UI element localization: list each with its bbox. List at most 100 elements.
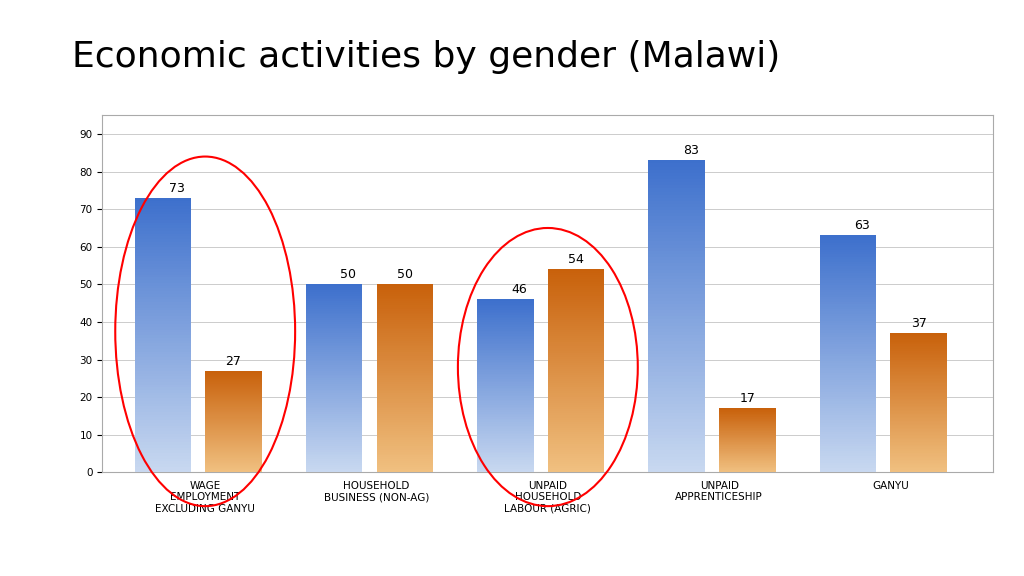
Bar [648,160,706,164]
Bar [477,332,534,334]
Bar [548,406,604,407]
Bar [820,439,877,442]
Bar [134,261,191,264]
Bar [891,435,947,436]
Bar [377,329,433,331]
Bar [306,433,362,435]
Bar [477,308,534,310]
Bar [891,412,947,414]
Bar [377,286,433,288]
Bar [134,253,191,256]
Bar [820,389,877,392]
Bar [377,320,433,322]
Bar [306,389,362,392]
Bar [205,386,262,387]
Bar [820,420,877,423]
Bar [719,414,776,415]
Bar [548,436,604,438]
Bar [648,373,706,376]
Bar [306,310,362,313]
Bar [477,312,534,313]
Bar [548,446,604,448]
Bar [205,422,262,423]
Bar [205,415,262,416]
Bar [820,470,877,472]
Text: 83: 83 [683,145,698,157]
Bar [891,443,947,445]
Bar [719,431,776,432]
Bar [548,346,604,348]
Bar [377,373,433,374]
Bar [648,238,706,241]
Bar [306,294,362,295]
Bar [548,383,604,385]
Bar [548,381,604,383]
Bar [377,328,433,329]
Bar [719,421,776,422]
Bar [820,271,877,274]
Bar [891,461,947,463]
Bar [134,297,191,300]
Bar [377,363,433,365]
Bar [548,351,604,353]
Bar [377,380,433,382]
Bar [377,468,433,471]
Bar [205,459,262,460]
Bar [306,329,362,331]
Bar [306,429,362,431]
Bar [548,369,604,371]
Bar [477,429,534,431]
Bar [377,448,433,450]
Bar [891,408,947,410]
Bar [377,300,433,301]
Bar [891,471,947,472]
Bar [477,400,534,401]
Bar [306,320,362,322]
Bar [377,461,433,463]
Bar [719,410,776,411]
Bar [820,335,877,338]
Bar [205,407,262,408]
Bar [377,392,433,393]
Bar [820,328,877,330]
Bar [377,433,433,435]
Bar [306,384,362,386]
Bar [820,363,877,366]
Bar [820,295,877,297]
Bar [648,291,706,294]
Bar [820,368,877,370]
Bar [205,461,262,462]
Bar [548,271,604,274]
Bar [820,285,877,287]
Bar [648,344,706,347]
Bar [548,419,604,422]
Bar [477,438,534,439]
Bar [648,257,706,260]
Bar [548,324,604,326]
Bar [306,437,362,438]
Bar [134,456,191,458]
Bar [377,350,433,352]
Bar [134,231,191,234]
Bar [306,288,362,290]
Bar [477,465,534,467]
Bar [306,435,362,437]
Bar [377,382,433,384]
Bar [205,377,262,378]
Bar [719,413,776,414]
Bar [306,285,362,286]
Bar [719,409,776,410]
Bar [548,444,604,446]
Bar [477,401,534,403]
Bar [134,275,191,278]
Bar [134,437,191,439]
Bar [548,314,604,316]
Bar [377,457,433,459]
Bar [820,325,877,328]
Bar [820,411,877,413]
Bar [205,452,262,453]
Bar [134,272,191,275]
Bar [719,469,776,470]
Bar [306,305,362,307]
Bar [477,391,534,393]
